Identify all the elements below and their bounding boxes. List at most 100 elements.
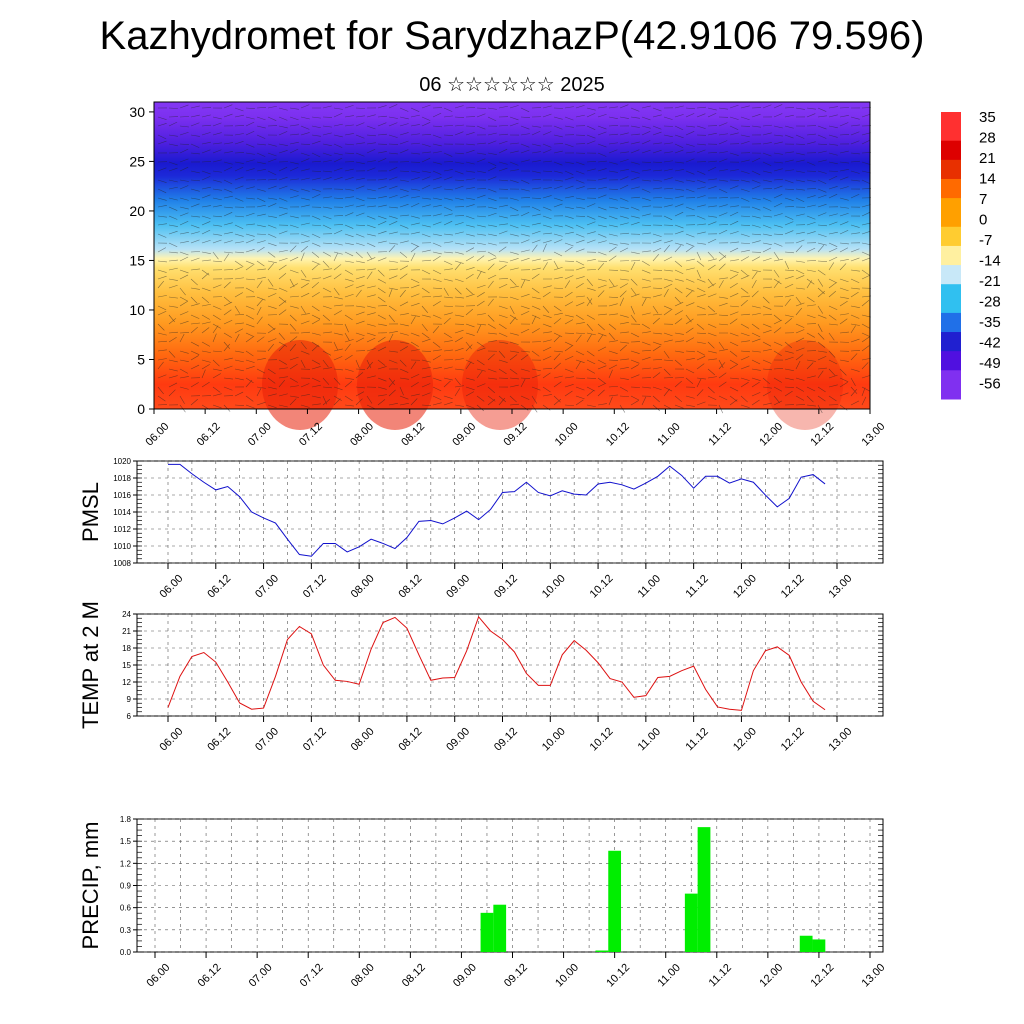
x-tick-label: 08.00 (349, 726, 377, 754)
x-tick-label: 10.12 (588, 726, 616, 754)
precip-panel-ylabel: PRECIP, mm (78, 822, 103, 950)
colorbar-swatch (941, 379, 961, 390)
colorbar-swatch (941, 236, 961, 247)
colorbar-swatch (941, 255, 961, 266)
x-tick-label: 06.00 (144, 421, 172, 449)
precip-bar (697, 827, 711, 952)
x-tick-label: 12.00 (731, 573, 759, 601)
y-tick-label: 10 (129, 302, 145, 318)
colorbar-swatch (941, 274, 961, 285)
y-tick-label: 1010 (113, 542, 131, 551)
colorbar-swatch (941, 303, 961, 314)
precip-bar (684, 893, 698, 952)
colorbar-swatch (941, 341, 961, 352)
colorbar-label: -14 (979, 253, 1001, 270)
pmsl-panel-ylabel: PMSL (78, 482, 103, 542)
colorbar-swatch (941, 131, 961, 142)
x-tick-label: 09.00 (444, 573, 472, 601)
colorbar-swatch (941, 217, 961, 228)
x-tick-label: 06.00 (158, 573, 186, 601)
y-tick-label: 30 (129, 104, 145, 120)
x-tick-label: 07.00 (253, 726, 281, 754)
colorbar-swatch (941, 169, 961, 180)
x-tick-label: 08.12 (396, 726, 424, 754)
x-tick-label: 08.00 (349, 962, 377, 990)
x-tick-label: 10.12 (604, 962, 632, 990)
colorbar-swatch (941, 226, 961, 237)
x-tick-label: 11.00 (636, 573, 663, 600)
precip-bar (493, 904, 507, 952)
colorbar-swatch (941, 121, 961, 132)
temp-panel (133, 613, 884, 722)
y-tick-label: 0.3 (120, 926, 132, 935)
precip-bar (608, 850, 622, 952)
x-tick-label: 06.12 (195, 421, 223, 449)
x-tick-label: 08.12 (396, 573, 424, 601)
y-tick-label: 1.5 (120, 837, 132, 846)
x-tick-label: 10.12 (604, 421, 632, 449)
x-tick-label: 12.00 (757, 962, 785, 990)
colorbar-swatch (941, 112, 961, 123)
x-tick-label: 10.00 (540, 573, 568, 601)
y-tick-label: 0.6 (120, 904, 132, 913)
x-tick-label: 12.12 (808, 962, 836, 990)
pmsl-panel-grid (137, 460, 883, 564)
colorbar-swatch (941, 322, 961, 333)
wind-barbs (157, 104, 872, 414)
colorbar-swatch (941, 351, 961, 362)
x-tick-label: 07.00 (253, 573, 281, 601)
x-tick-label: 11.12 (683, 726, 710, 753)
colorbar-swatch (941, 370, 961, 381)
x-tick-label: 11.12 (706, 421, 733, 448)
x-tick-label: 09.12 (492, 573, 520, 601)
x-tick-label: 09.00 (444, 726, 472, 754)
x-tick-label: 12.00 (731, 726, 759, 754)
y-tick-label: 24 (122, 610, 131, 619)
x-tick-label: 06.00 (145, 962, 173, 990)
warm-patch (767, 340, 843, 430)
x-tick-label: 08.00 (349, 573, 377, 601)
x-tick-label: 09.00 (451, 962, 479, 990)
x-tick-label: 13.00 (827, 726, 855, 754)
colorbar-swatch (941, 360, 961, 371)
colorbar-swatch (941, 159, 961, 170)
colorbar-label: -35 (979, 314, 1001, 331)
x-tick-label: 10.00 (553, 962, 581, 990)
colorbar-swatch (941, 188, 961, 199)
x-tick-label: 09.12 (502, 962, 530, 990)
y-tick-label: 1.2 (120, 859, 132, 868)
precip-bar (799, 935, 813, 952)
x-tick-label: 09.12 (492, 726, 520, 754)
colorbar-swatch (941, 312, 961, 323)
temp-panel-series (167, 615, 826, 711)
colorbar-label: -7 (979, 232, 992, 249)
y-tick-label: 15 (129, 252, 145, 268)
precip-panel-grid (137, 818, 883, 953)
colorbar (941, 112, 961, 400)
x-tick-label: 11.12 (683, 573, 710, 600)
temp-panel-ylabel: TEMP at 2 M (78, 601, 103, 729)
x-tick-label: 06.12 (205, 573, 233, 601)
x-tick-label: 11.00 (656, 962, 683, 989)
y-tick-label: 15 (122, 661, 131, 670)
y-tick-label: 1016 (113, 491, 131, 500)
y-tick-label: 6 (127, 712, 132, 721)
y-tick-label: 1012 (113, 525, 131, 534)
colorbar-label: -21 (979, 273, 1001, 290)
x-tick-label: 08.12 (400, 962, 428, 990)
y-tick-label: 1.8 (120, 815, 132, 824)
x-tick-label: 10.00 (553, 421, 581, 449)
warm-patch (357, 340, 433, 430)
y-tick-label: 1018 (113, 474, 131, 483)
y-tick-label: 0.9 (120, 882, 132, 891)
precip-bar (480, 912, 494, 952)
x-tick-label: 06.12 (205, 726, 233, 754)
y-tick-label: 0.0 (120, 948, 132, 957)
y-tick-label: 18 (122, 644, 131, 653)
x-tick-label: 10.12 (588, 573, 616, 601)
colorbar-swatch (941, 265, 961, 276)
colorbar-label: -49 (979, 355, 1001, 372)
y-tick-label: 5 (137, 351, 145, 367)
colorbar-label: 21 (979, 150, 996, 167)
colorbar-label: 7 (979, 191, 987, 208)
